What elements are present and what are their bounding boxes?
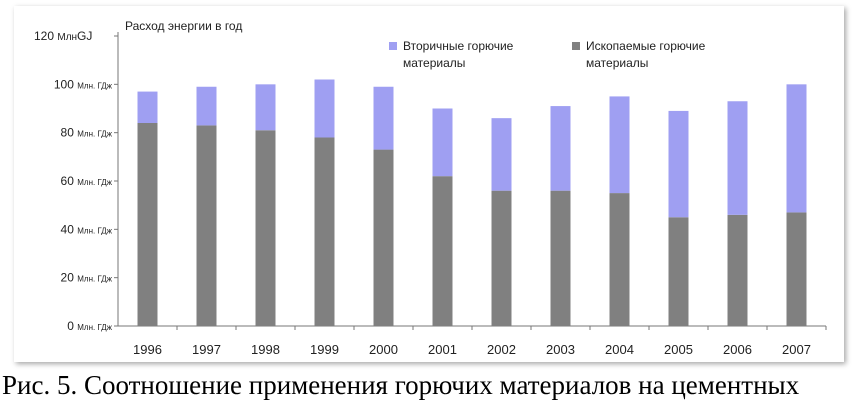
y-tick-label: 40 Млн. ГДж: [61, 222, 113, 236]
legend-label: материалы: [403, 56, 465, 70]
bar-fossil: [609, 193, 630, 326]
bar-fossil: [491, 190, 512, 326]
bar-secondary: [491, 118, 512, 191]
bar-fossil: [786, 212, 807, 326]
bar-fossil: [668, 217, 689, 326]
y-tick-unit: Млн. ГДж: [77, 130, 112, 139]
x-tick-label: 2005: [664, 342, 693, 357]
x-tick-label: 1997: [192, 342, 221, 357]
bar-fossil: [137, 123, 158, 326]
bar-fossil: [432, 176, 453, 326]
bar-fossil: [196, 125, 217, 327]
x-tick-label: 2004: [605, 342, 634, 357]
y-tick-value: 100: [54, 77, 77, 91]
y-tick-label: 100 Млн. ГДж: [54, 77, 113, 91]
y-tick-value: 40: [61, 222, 78, 236]
bar-secondary: [137, 91, 158, 123]
bar-secondary: [196, 86, 217, 126]
x-tick-label: 2001: [428, 342, 457, 357]
y-tick-value: 80: [61, 126, 78, 140]
y-tick-label: 80 Млн. ГДж: [61, 126, 113, 140]
y-tick-label: 0 Млн. ГДж: [67, 319, 112, 333]
legend-swatch: [389, 42, 397, 50]
legend-label: Ископаемые горючие: [586, 39, 706, 53]
y-tick-label: 120 МлнGJ: [34, 29, 92, 43]
x-tick-label: 1998: [251, 342, 280, 357]
legend-swatch: [572, 42, 580, 50]
bar-secondary: [786, 84, 807, 213]
bar-secondary: [727, 101, 748, 215]
y-tick-label: 20 Млн. ГДж: [61, 271, 113, 285]
y-tick-value: 60: [61, 174, 78, 188]
y-tick-unit: Млн. ГДж: [77, 81, 112, 90]
chart-frame: Расход энергии в год 0 Млн. ГДж 20 Млн. ГД…: [14, 6, 844, 362]
bar-secondary: [432, 108, 453, 177]
y-tick-value: 120: [34, 29, 57, 43]
legend-label: Вторичные горючие: [403, 39, 514, 53]
y-tick-label: 60 Млн. ГДж: [61, 174, 113, 188]
x-tick-label: 2002: [487, 342, 516, 357]
bar-secondary: [550, 106, 571, 191]
bar-fossil: [314, 137, 335, 326]
y-tick-value: 0: [67, 319, 77, 333]
bar-secondary: [668, 110, 689, 218]
x-tick-label: 2006: [723, 342, 752, 357]
legend-label: материалы: [586, 56, 648, 70]
figure-caption: Рис. 5. Соотношение применения горючих м…: [2, 370, 800, 400]
bar-secondary: [314, 79, 335, 138]
x-tick-label: 1999: [310, 342, 339, 357]
chart-title: Расход энергии в год: [125, 19, 242, 33]
x-tick-label: 2000: [369, 342, 398, 357]
bar-fossil: [373, 149, 394, 326]
x-tick-label: 2003: [546, 342, 575, 357]
y-tick-value: 20: [61, 271, 78, 285]
y-tick-unit: Млн. ГДж: [77, 178, 112, 187]
bar-fossil: [550, 190, 571, 326]
bar-secondary: [373, 86, 394, 150]
y-tick-unit: Млн. ГДж: [77, 275, 112, 284]
y-tick-unit: Млн. ГДж: [77, 323, 112, 332]
bar-secondary: [255, 84, 276, 131]
x-tick-label: 1996: [133, 342, 162, 357]
x-tick-label: 2007: [782, 342, 811, 357]
bar-fossil: [727, 214, 748, 326]
bar-fossil: [255, 130, 276, 326]
y-unit-label: Млн: [57, 32, 77, 43]
y-tick-unit: Млн. ГДж: [77, 226, 112, 235]
y-unit-suffix: GJ: [77, 29, 92, 43]
bar-secondary: [609, 96, 630, 194]
